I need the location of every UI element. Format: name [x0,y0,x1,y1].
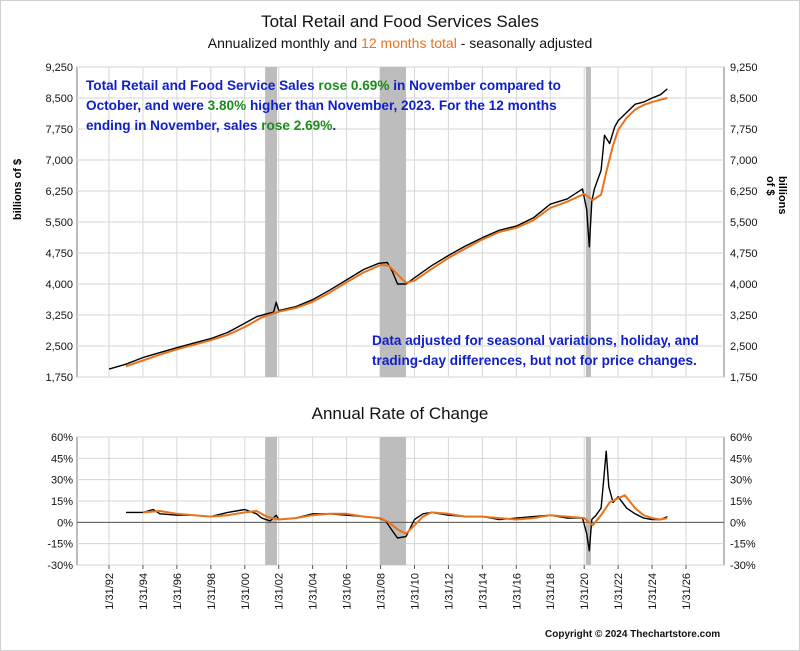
top-y-tick-label-left: 7,750 [45,124,73,136]
x-tick-label: 1/31/06 [342,573,354,610]
x-tick-label: 1/31/16 [511,573,523,610]
x-tick-label: 1/31/26 [681,573,693,610]
top-y-tick-label-right: 2,500 [730,341,758,353]
bottom-y-tick-label-right: -15% [730,539,756,551]
annotation-highlight: 3.80% [207,98,247,113]
x-tick-label: 1/31/94 [138,573,150,610]
x-tick-label: 1/31/00 [240,573,252,610]
bottom-y-tick-label-right: 15% [730,496,752,508]
chart-subtitle: Annualized monthly and 12 months total -… [0,35,800,51]
top-y-tick-label-left: 9,250 [45,62,73,74]
bottom-y-tick-label-left: -30% [47,560,73,572]
top-y-tick-label-right: 4,000 [730,279,758,291]
bottom-y-tick-label-left: 60% [51,432,73,444]
top-series-line-12-month-total [125,97,668,368]
bottom-recession-band [265,437,278,565]
top-series-line-monthly [108,88,668,370]
x-tick-label: 1/31/22 [613,573,625,610]
bottom-y-tick-label-left: 45% [51,453,73,465]
chart-title: Total Retail and Food Services Sales [261,12,539,31]
bottom-y-tick-label-left: -15% [47,539,73,551]
annotation-highlight: rose 0.69% [318,78,390,93]
top-recession-band [585,67,591,377]
x-tick-label: 1/31/96 [172,573,184,610]
x-tick-label: 1/31/20 [579,573,591,610]
top-recession-band [265,67,278,377]
bottom-y-tick-label-right: 30% [730,475,752,487]
top-y-tick-label-left: 4,000 [45,279,73,291]
top-y-tick-label-left: 7,000 [45,155,73,167]
top-y-tick-label-right: 9,250 [730,62,758,74]
subtitle-part-2: 12 months total [361,35,457,51]
top-recession-band [379,67,406,377]
bottom-y-tick-label-right: 0% [730,517,746,529]
top-y-tick-label-left: 3,250 [45,310,73,322]
x-tick-label: 1/31/02 [274,573,286,610]
annotation-highlight: rose 2.69% [261,118,333,133]
annotation-note: Data adjusted for seasonal variations, h… [372,333,699,368]
bottom-y-tick-label-right: 45% [730,453,752,465]
subtitle-part-3: - seasonally adjusted [456,35,593,51]
top-y-tick-label-right: 1,750 [730,372,758,384]
copyright-text: Copyright © 2024 Thechartstore.com [545,629,721,640]
bottom-series-line-12-month-total [142,494,668,535]
x-tick-label: 1/31/92 [104,573,116,610]
annotation-part: . [332,118,337,133]
top-y-tick-label-left: 6,250 [45,186,73,198]
bottom-y-tick-label-right: -30% [730,560,756,572]
top-y-tick-label-right: 3,250 [730,310,758,322]
annotation-summary: Total Retail and Food Service Sales rose… [86,76,576,136]
top-y-tick-label-left: 5,500 [45,217,73,229]
top-y-tick-label-right: 4,750 [730,248,758,260]
subtitle-part-1: Annualized monthly and [207,35,362,51]
bottom-chart-title: Annual Rate of Change [311,404,489,423]
x-tick-label: 1/31/08 [376,573,388,610]
top-y-tick-label-right: 7,750 [730,124,758,136]
annotation-part: in November compared to October, and wer… [86,78,561,113]
annotation-part: Total Retail and Food Service Sales [86,78,319,93]
top-y-tick-label-right: 6,250 [730,186,758,198]
x-tick-label: 1/31/10 [409,573,421,610]
bottom-y-tick-label-left: 15% [51,496,73,508]
x-tick-label: 1/31/14 [477,573,489,610]
bottom-recession-band [379,437,406,565]
top-y-tick-label-right: 5,500 [730,217,758,229]
bottom-y-tick-label-left: 0% [57,517,73,529]
annotation-part: higher than November, 2023. For the 12 m… [86,98,557,133]
x-tick-label: 1/31/04 [308,573,320,610]
bottom-y-tick-label-right: 60% [730,432,752,444]
bottom-recession-band [585,437,591,565]
x-tick-label: 1/31/98 [206,573,218,610]
top-y-tick-label-left: 1,750 [45,372,73,384]
top-y-tick-label-right: 8,500 [730,93,758,105]
top-y-tick-label-right: 7,000 [730,155,758,167]
top-y-tick-label-left: 2,500 [45,341,73,353]
x-tick-label: 1/31/24 [647,573,659,610]
top-y-tick-label-left: 4,750 [45,248,73,260]
x-tick-label: 1/31/18 [545,573,557,610]
top-y-tick-label-left: 8,500 [45,93,73,105]
x-tick-label: 1/31/12 [443,573,455,610]
bottom-y-tick-label-left: 30% [51,475,73,487]
